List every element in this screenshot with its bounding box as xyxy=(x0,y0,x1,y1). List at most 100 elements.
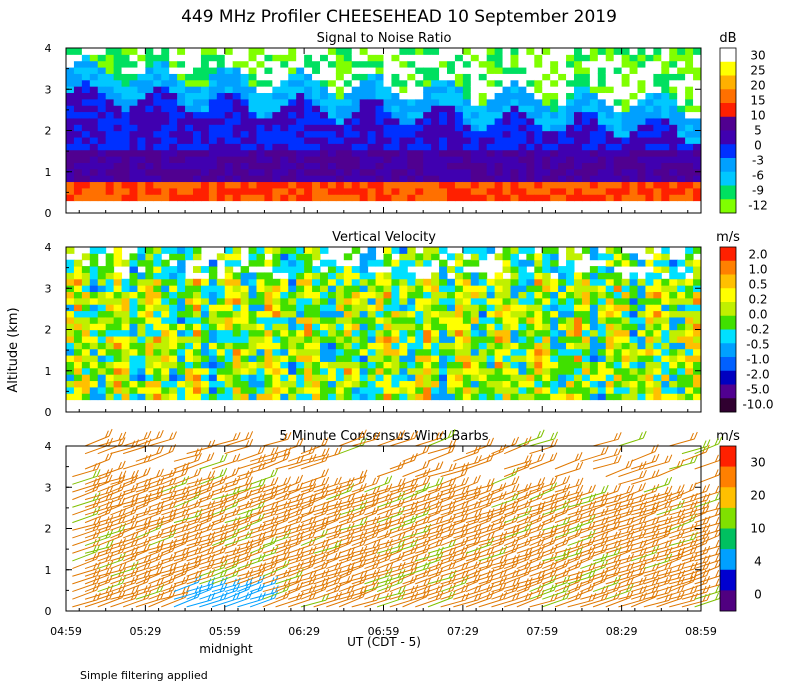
heatmap-cell xyxy=(431,73,440,81)
wind-barb xyxy=(161,523,190,539)
heatmap-cell xyxy=(97,149,107,157)
heatmap-cell xyxy=(327,386,337,394)
heatmap-cell xyxy=(550,156,559,163)
heatmap-cell xyxy=(66,156,75,163)
heatmap-cell xyxy=(145,67,154,74)
heatmap-cell xyxy=(534,310,543,318)
heatmap-cell xyxy=(542,266,551,273)
wind-barb xyxy=(300,538,330,554)
heatmap-cell xyxy=(129,149,138,157)
heatmap-cell xyxy=(232,393,242,401)
heatmap-cell xyxy=(613,143,623,151)
heatmap-cell xyxy=(193,348,202,356)
heatmap-cell xyxy=(550,194,559,202)
heatmap-cell xyxy=(105,124,115,132)
heatmap-cell xyxy=(335,143,345,151)
heatmap-cell xyxy=(669,367,678,375)
heatmap-cell xyxy=(73,86,83,94)
heatmap-cell xyxy=(566,316,575,324)
heatmap-cell xyxy=(470,348,480,356)
heatmap-cell xyxy=(216,98,226,106)
heatmap-cell xyxy=(137,316,146,324)
heatmap-cell xyxy=(232,316,242,324)
heatmap-cell xyxy=(296,137,305,144)
heatmap-cell xyxy=(105,111,115,119)
heatmap-cell xyxy=(161,187,170,195)
heatmap-cell xyxy=(391,98,400,106)
heatmap-cell xyxy=(391,266,400,273)
heatmap-cell xyxy=(558,304,567,312)
heatmap-cell xyxy=(478,329,488,337)
heatmap-cell xyxy=(462,323,472,331)
heatmap-cell xyxy=(177,285,186,293)
heatmap-cell xyxy=(256,156,265,163)
heatmap-cell xyxy=(335,291,345,299)
heatmap-cell xyxy=(288,194,297,202)
heatmap-cell xyxy=(375,156,384,163)
heatmap-cell xyxy=(280,162,289,170)
heatmap-cell xyxy=(280,124,289,132)
wind-barb xyxy=(313,575,342,593)
heatmap-cell xyxy=(407,336,416,343)
heatmap-cell xyxy=(478,380,488,388)
heatmap-cell xyxy=(589,380,599,388)
heatmap-cell xyxy=(383,48,392,55)
heatmap-cell xyxy=(335,162,345,170)
heatmap-cell xyxy=(637,60,646,68)
heatmap-cell xyxy=(200,156,210,163)
heatmap-cell xyxy=(216,117,226,125)
heatmap-cell xyxy=(232,272,242,280)
heatmap-cell xyxy=(81,54,91,62)
heatmap-cell xyxy=(121,297,130,305)
heatmap-cell xyxy=(669,316,678,324)
heatmap-cell xyxy=(613,329,623,337)
heatmap-cell xyxy=(359,361,369,369)
heatmap-cell xyxy=(137,259,146,267)
heatmap-cell xyxy=(407,348,416,356)
heatmap-cell xyxy=(526,73,535,81)
heatmap-cell xyxy=(312,111,321,119)
heatmap-cell xyxy=(629,79,638,87)
heatmap-cell xyxy=(351,67,361,74)
heatmap-cell xyxy=(661,187,670,195)
heatmap-cell xyxy=(320,361,329,369)
heatmap-cell xyxy=(73,73,83,81)
heatmap-cell xyxy=(137,393,146,401)
heatmap-cell xyxy=(399,310,408,318)
heatmap-cell xyxy=(113,194,123,202)
heatmap-cell xyxy=(558,291,567,299)
heatmap-cell xyxy=(224,361,234,369)
heatmap-cell xyxy=(327,149,337,157)
heatmap-cell xyxy=(581,175,591,183)
heatmap-cell xyxy=(97,380,107,388)
heatmap-cell xyxy=(510,259,519,267)
heatmap-cell xyxy=(177,117,186,125)
heatmap-cell xyxy=(502,54,511,62)
heatmap-cell xyxy=(685,175,694,183)
heatmap-cell xyxy=(375,285,384,293)
heatmap-cell xyxy=(169,86,178,94)
colorbar-swatch xyxy=(720,370,736,385)
heatmap-cell xyxy=(534,393,543,401)
heatmap-cell xyxy=(73,130,83,138)
heatmap-cell xyxy=(177,48,186,55)
heatmap-cell xyxy=(566,259,575,267)
heatmap-cell xyxy=(200,48,210,55)
heatmap-cell xyxy=(351,247,361,254)
heatmap-cell xyxy=(574,393,583,401)
heatmap-cell xyxy=(613,386,623,394)
heatmap-cell xyxy=(502,111,511,119)
heatmap-cell xyxy=(343,266,353,273)
heatmap-cell xyxy=(153,247,162,254)
heatmap-cell xyxy=(399,316,408,324)
heatmap-cell xyxy=(177,137,186,144)
heatmap-cell xyxy=(327,259,337,267)
heatmap-cell xyxy=(399,355,408,362)
heatmap-cell xyxy=(597,374,607,382)
heatmap-cell xyxy=(534,297,543,305)
heatmap-cell xyxy=(121,124,130,132)
wind-barb xyxy=(427,590,456,608)
heatmap-cell xyxy=(121,60,130,68)
heatmap-cell xyxy=(407,285,416,293)
heatmap-cell xyxy=(677,98,686,106)
